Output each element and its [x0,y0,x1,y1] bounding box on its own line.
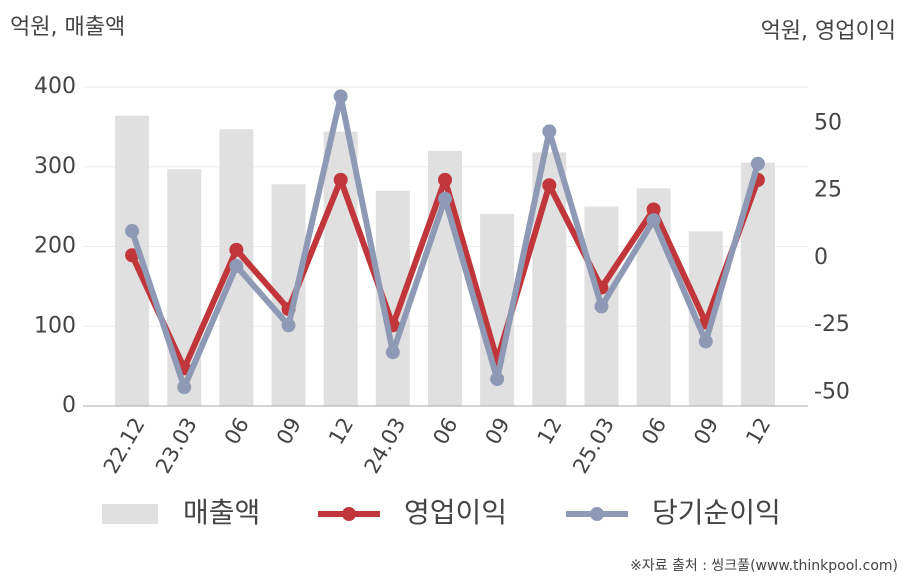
legend-label: 영업이익 [404,496,507,529]
point [542,178,557,193]
right-axis-unit: 억원, 영업이익 [761,19,896,44]
y-tick-label: 300 [34,154,76,179]
point [646,213,661,228]
legend-marker [590,507,604,521]
y-tick-label: 100 [34,313,76,338]
point [229,259,244,274]
source-note: ※자료 출처 : 씽크풀(www.thinkpool.com) [630,558,898,574]
legend-swatch [102,504,158,524]
point [438,191,452,206]
point [385,345,400,360]
y-tick-label: 400 [34,74,76,99]
point [490,372,505,387]
point [125,248,140,263]
point [594,299,609,314]
bar [323,131,358,406]
point [750,156,765,171]
y2-tick-label: 25 [814,178,842,203]
point [698,334,713,349]
point [438,172,452,187]
y2-tick-label: -50 [814,380,850,405]
y2-tick-label: 50 [814,110,842,135]
point [177,380,192,395]
y2-tick-label: 0 [814,245,828,270]
point [542,124,557,139]
legend-label: 매출액 [183,496,260,529]
y-tick-label: 200 [34,234,76,259]
left-axis-unit: 억원, 매출액 [10,15,125,40]
y2-tick-label: -25 [814,312,850,337]
point [125,224,140,239]
point [646,202,661,217]
legend-marker [342,507,356,521]
point [229,242,244,257]
y-tick-label: 0 [62,393,76,418]
legend-label: 당기순이익 [652,496,781,529]
point [333,89,348,104]
point [333,172,348,187]
point [281,318,296,333]
